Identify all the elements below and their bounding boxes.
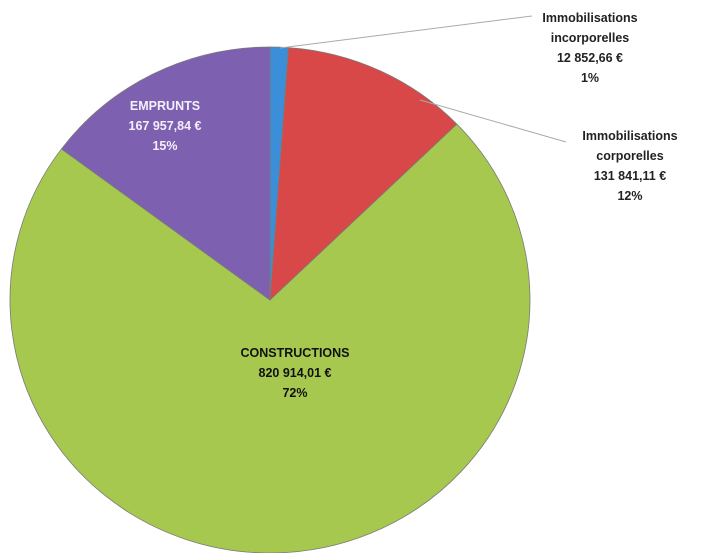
category-name: EMPRUNTS [129, 99, 201, 113]
slice-label: CONSTRUCTIONS 820 914,01 € 72% [220, 343, 370, 403]
value-label: 131 841,11 € [593, 169, 667, 183]
value-label: 12 852,66 € [556, 51, 624, 65]
percent-label: 1% [580, 71, 600, 85]
leader-line [279, 15, 533, 49]
percent-label: 15% [152, 139, 178, 153]
percent-label: 72% [282, 386, 308, 400]
category-name: Immobilisations incorporelles [542, 11, 638, 45]
slice-label: Immobilisations corporelles 131 841,11 € 1… [560, 126, 700, 206]
slice-label: EMPRUNTS 167 957,84 € 15% [105, 96, 225, 156]
pie-slice [60, 46, 271, 301]
value-label: 167 957,84 € [128, 119, 202, 133]
leader-line [419, 99, 567, 143]
pie-slice [9, 123, 531, 553]
percent-label: 12% [617, 189, 643, 203]
category-name: CONSTRUCTIONS [240, 346, 350, 360]
category-name: Immobilisations corporelles [582, 129, 678, 163]
slice-label: Immobilisations incorporelles 12 852,66 €… [520, 8, 660, 88]
value-label: 820 914,01 € [258, 366, 332, 380]
pie-slice [269, 47, 458, 301]
